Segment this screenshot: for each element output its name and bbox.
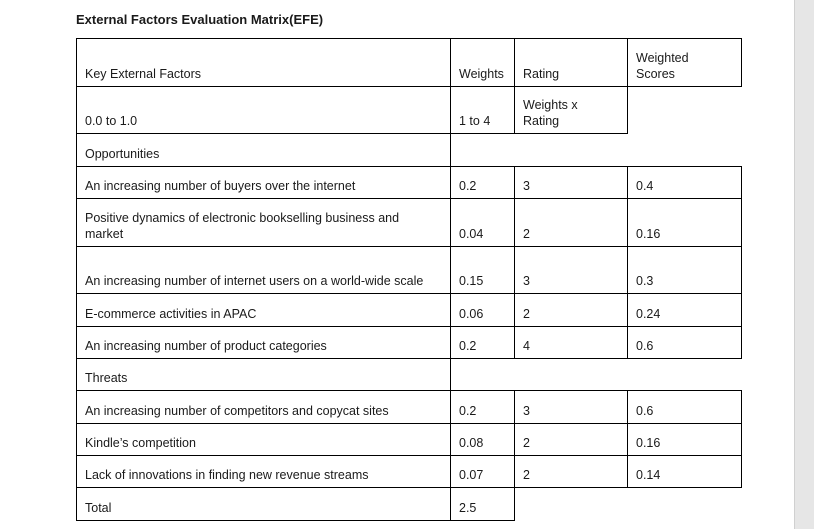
factor-text: Positive dynamics of electronic booksell…: [85, 211, 400, 241]
table-row-rating: 2: [514, 423, 628, 456]
table-row-rating: 3: [514, 246, 628, 294]
weight-value: 0.2: [459, 339, 477, 353]
weight-value: 0.15: [459, 274, 484, 288]
table-row-factor: An increasing number of product categori…: [76, 326, 451, 359]
table-row-rating: 4: [514, 326, 628, 359]
section-threats: Threats: [85, 371, 128, 385]
factor-text: E-commerce activities in APAC: [85, 307, 257, 321]
weight-value: 0.07: [459, 468, 484, 482]
table-row-rating: 3: [514, 166, 628, 199]
table-row-factor: An increasing number of internet users o…: [76, 246, 451, 294]
rating-value: 2: [523, 436, 530, 450]
table-row-rating: 3: [514, 390, 628, 424]
factor-text: Kindle’s competition: [85, 436, 196, 450]
table-row-rating: 2: [514, 293, 628, 327]
weight-value: 0.04: [459, 227, 484, 241]
table-row-factor: Lack of innovations in finding new reven…: [76, 455, 451, 488]
table-row-weight: 0.15: [450, 246, 515, 294]
table-row-weight: 0.2: [450, 390, 515, 424]
header-rating: Rating: [523, 67, 560, 81]
table-row-score: 0.6: [627, 390, 742, 424]
table-row-factor: E-commerce activities in APAC: [76, 293, 451, 327]
table-row-weight: 0.07: [450, 455, 515, 488]
header-factor: Key External Factors: [85, 67, 202, 81]
score-value: 0.6: [636, 339, 654, 353]
subheader-factor: 0.0 to 1.0: [85, 114, 138, 128]
header-weights-cell: Weights: [450, 38, 515, 87]
rating-value: 4: [523, 339, 530, 353]
table-row-score: 0.14: [627, 455, 742, 488]
total-weight: 2.5: [459, 501, 477, 515]
total-label-cell: Total: [76, 487, 451, 521]
weight-value: 0.08: [459, 436, 484, 450]
factor-text: Lack of innovations in finding new reven…: [85, 468, 369, 482]
rating-value: 2: [523, 468, 530, 482]
table-row-score: 0.6: [627, 326, 742, 359]
section-threats-cell: Threats: [76, 358, 451, 391]
score-value: 0.4: [636, 179, 654, 193]
table-row-weight: 0.2: [450, 326, 515, 359]
table-row-weight: 0.2: [450, 166, 515, 199]
score-value: 0.6: [636, 404, 654, 418]
rating-value: 3: [523, 274, 530, 288]
table-row-rating: 2: [514, 198, 628, 247]
score-value: 0.16: [636, 436, 661, 450]
total-label: Total: [85, 501, 112, 515]
document-title: External Factors Evaluation Matrix(EFE): [76, 12, 324, 27]
factor-text: An increasing number of internet users o…: [85, 274, 424, 288]
header-rating-cell: Rating: [514, 38, 628, 87]
factor-text: An increasing number of product categori…: [85, 339, 327, 353]
table-row-factor: Kindle’s competition: [76, 423, 451, 456]
table-row-score: 0.16: [627, 423, 742, 456]
factor-text: An increasing number of buyers over the …: [85, 179, 356, 193]
vertical-scrollbar[interactable]: [794, 0, 814, 529]
header-factor-cell: Key External Factors: [76, 38, 451, 87]
table-row-score: 0.16: [627, 198, 742, 247]
table-row-score: 0.4: [627, 166, 742, 199]
section-opportunities: Opportunities: [85, 147, 160, 161]
table-row-rating: 2: [514, 455, 628, 488]
table-row-score: 0.3: [627, 246, 742, 294]
subheader-weights-cell: 1 to 4: [450, 86, 515, 134]
table-row-weight: 0.08: [450, 423, 515, 456]
weight-value: 0.2: [459, 404, 477, 418]
table-row-factor: Positive dynamics of electronic booksell…: [76, 198, 451, 247]
header-weighted-scores: Weighted Scores: [636, 51, 689, 81]
score-value: 0.14: [636, 468, 661, 482]
table-row-weight: 0.06: [450, 293, 515, 327]
table-row-score: 0.24: [627, 293, 742, 327]
score-value: 0.3: [636, 274, 654, 288]
rating-value: 2: [523, 307, 530, 321]
subheader-rating: Weights x Rating: [523, 98, 578, 128]
rating-value: 3: [523, 179, 530, 193]
header-weights: Weights: [459, 67, 504, 81]
table-row-factor: An increasing number of buyers over the …: [76, 166, 451, 199]
weight-value: 0.06: [459, 307, 484, 321]
document-page: External Factors Evaluation Matrix(EFE) …: [76, 12, 742, 521]
score-value: 0.24: [636, 307, 661, 321]
header-weighted-scores-cell: Weighted Scores: [627, 38, 742, 87]
subheader-weights: 1 to 4: [459, 114, 491, 128]
subheader-rating-cell: Weights x Rating: [514, 86, 628, 134]
factor-text: An increasing number of competitors and …: [85, 404, 389, 418]
subheader-factor-cell: 0.0 to 1.0: [76, 86, 451, 134]
table-row-factor: An increasing number of competitors and …: [76, 390, 451, 424]
total-weight-cell: 2.5: [450, 487, 515, 521]
score-value: 0.16: [636, 227, 661, 241]
weight-value: 0.2: [459, 179, 477, 193]
table-row-weight: 0.04: [450, 198, 515, 247]
rating-value: 2: [523, 227, 530, 241]
rating-value: 3: [523, 404, 530, 418]
section-opportunities-cell: Opportunities: [76, 133, 451, 167]
